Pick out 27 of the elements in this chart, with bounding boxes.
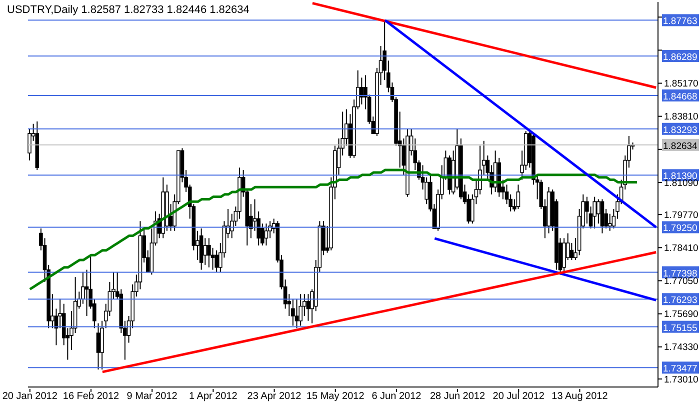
chart-title: USDTRY,Daily 1.82587 1.82733 1.82446 1.82634 — [7, 4, 250, 16]
x-tick-label: 23 Apr 2012 — [247, 391, 302, 402]
y-tick-label: 1.79770 — [664, 210, 698, 221]
ref-line-label: 1.82634 — [663, 140, 698, 152]
y-tick-label: 1.85170 — [664, 78, 698, 90]
x-tick-label: 15 May 2012 — [306, 391, 365, 402]
y-tick-label: 1.75690 — [664, 309, 698, 320]
x-tick-label: 13 Aug 2012 — [552, 391, 608, 402]
x-tick-label: 6 Jun 2012 — [372, 391, 422, 402]
y-tick-label: 1.83810 — [664, 112, 698, 123]
ref-line-label: 1.83293 — [663, 124, 698, 136]
x-tick-label: 9 Mar 2012 — [126, 391, 178, 402]
x-tick-label: 20 Jan 2012 — [2, 391, 58, 402]
y-tick-label: 1.73010 — [664, 374, 698, 386]
ref-line-label: 1.86289 — [663, 52, 698, 64]
ref-line-label: 1.76293 — [663, 295, 698, 306]
y-tick-label: 1.74330 — [664, 342, 698, 354]
x-tick-label: 28 Jun 2012 — [430, 391, 486, 402]
y-tick-label: 1.78410 — [664, 243, 698, 254]
x-tick-label: 20 Jul 2012 — [492, 391, 545, 402]
x-tick-label: 1 Apr 2012 — [188, 391, 238, 402]
ref-line-label: 1.79250 — [663, 223, 698, 234]
ref-line-label: 1.84668 — [663, 91, 698, 102]
ref-line-label: 1.87763 — [663, 16, 698, 28]
ref-line-label: 1.75155 — [663, 322, 698, 334]
ref-line-label: 1.73477 — [663, 364, 698, 375]
x-tick-label: 16 Feb 2012 — [62, 391, 120, 402]
